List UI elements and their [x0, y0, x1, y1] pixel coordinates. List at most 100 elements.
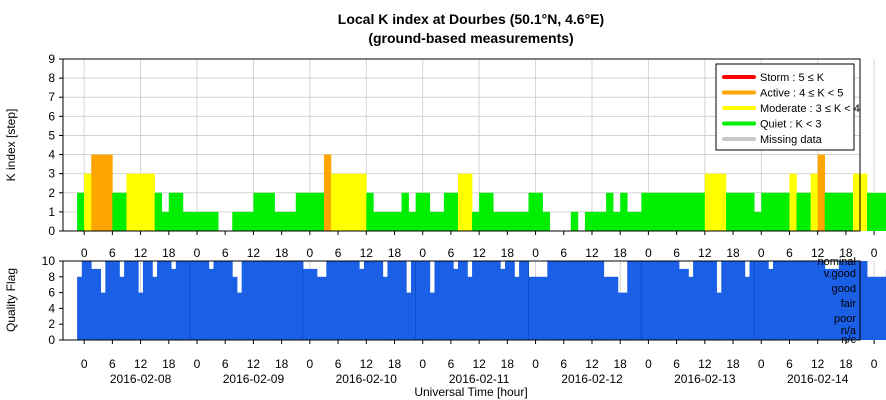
quality-y-ticks: 0 2 46 8 10: [42, 254, 63, 347]
k-index-bar: [711, 173, 720, 231]
quality-flag-label: good: [832, 283, 856, 295]
quality-bar: [796, 261, 802, 340]
quality-bar: [627, 261, 633, 340]
quality-bar: [834, 268, 840, 340]
quality-bar: [622, 292, 628, 340]
k-index-bar: [288, 211, 297, 231]
k-index-bar: [542, 211, 550, 231]
quality-bar: [552, 261, 558, 340]
quality-bar: [580, 261, 586, 340]
k-index-bar: [401, 192, 409, 231]
k-xtick-label: 18: [501, 246, 515, 260]
k-index-bar: [761, 192, 769, 231]
q-xtick-label: 6: [448, 357, 455, 371]
quality-bar: [504, 261, 511, 340]
k-xtick-label: 18: [614, 246, 628, 260]
quality-plot-frame: [62, 260, 861, 341]
k-ytick-label: 0: [48, 224, 55, 238]
quality-bar: [500, 268, 506, 340]
quality-bar: [373, 261, 379, 340]
q-xtick-label: 0: [419, 357, 426, 371]
k-index-bar: [182, 211, 191, 231]
quality-bar: [443, 261, 449, 340]
quality-bar: [119, 276, 125, 340]
k-xtick-label: 0: [532, 246, 539, 260]
date-label: 2016-02-13: [674, 372, 736, 386]
quality-bar: [429, 292, 435, 340]
k-index-bar: [634, 211, 642, 231]
k-index-bar: [697, 192, 706, 231]
quality-bar: [392, 261, 398, 340]
k-xtick-label: 18: [162, 246, 176, 260]
quality-bar: [307, 268, 313, 340]
quality-bar: [434, 261, 440, 340]
quality-bar: [773, 261, 779, 340]
k-index-bar: [450, 192, 459, 231]
k-ytick-label: 5: [48, 128, 55, 142]
quality-bar: [86, 261, 92, 340]
q-xtick-label: 0: [532, 357, 539, 371]
k-index-bar: [302, 192, 311, 231]
quality-bar: [81, 261, 87, 340]
k-xtick-label: 12: [698, 246, 712, 260]
quality-bar: [232, 276, 238, 340]
k-index-bar: [852, 173, 861, 231]
k-xtick-label: 12: [585, 246, 599, 260]
quality-flag-label: poor: [834, 313, 856, 325]
k-xtick-label: 18: [275, 246, 289, 260]
q-ytick-label: 8: [48, 270, 55, 284]
legend-label: Quiet : K < 3: [760, 119, 821, 131]
k-xtick-label: 6: [222, 246, 229, 260]
q-xtick-label: 0: [81, 357, 88, 371]
quality-bar: [312, 268, 318, 340]
k-index-bar: [359, 173, 367, 231]
quality-bar: [382, 276, 388, 340]
quality-flag-label: fair: [841, 298, 857, 310]
quality-bar: [862, 261, 868, 340]
k-index-bar: [415, 192, 424, 231]
quality-bar: [251, 261, 257, 340]
quality-bar: [194, 261, 200, 340]
quality-bar: [688, 276, 694, 340]
quality-bar: [787, 261, 793, 340]
quality-bar: [448, 261, 454, 340]
quality-bar: [161, 261, 167, 340]
quality-bar: [697, 261, 703, 340]
quality-bar: [175, 261, 181, 340]
k-index-bar: [803, 192, 811, 231]
quality-bar: [678, 268, 685, 340]
quality-bar: [77, 276, 83, 340]
quality-bar: [91, 268, 97, 340]
quality-bar: [777, 261, 783, 340]
quality-bar: [457, 261, 464, 340]
quality-bar: [533, 276, 539, 340]
k-index-bar: [655, 192, 663, 231]
q-xtick-label: 6: [335, 357, 342, 371]
q-xtick-label: 6: [109, 357, 116, 371]
quality-bar: [321, 276, 327, 340]
quality-bar: [288, 261, 294, 340]
k-index-bar: [281, 211, 289, 231]
k-index-bar: [105, 154, 113, 231]
quality-bar: [345, 261, 351, 340]
k-ytick-label: 3: [48, 167, 55, 181]
k-index-bar: [323, 154, 332, 231]
quality-bar: [204, 261, 210, 340]
k-index-bar: [528, 192, 536, 231]
quality-bar: [876, 276, 882, 340]
k-index-bar: [373, 211, 381, 231]
k-index-bar: [140, 173, 148, 231]
k-index-x-ticks: 0 6 12 18 0 6 12 18 0 6 12 18 0 6 12 18 0 6 12 18 0 6 12 18 0 6 12…: [81, 231, 878, 260]
quality-bar: [589, 261, 595, 340]
quality-bar: [758, 261, 765, 340]
date-label: 2016-02-08: [110, 372, 172, 386]
quality-bar: [241, 261, 247, 340]
q-xtick-label: 6: [786, 357, 793, 371]
date-label: 2016-02-10: [336, 372, 398, 386]
k-index-bar: [514, 211, 522, 231]
quality-bar: [523, 261, 529, 340]
quality-bar: [881, 276, 886, 340]
k-index-bar: [366, 192, 374, 231]
date-labels: 2016-02-08 2016-02-09 2016-02-10 2016-02-11…: [110, 372, 849, 386]
